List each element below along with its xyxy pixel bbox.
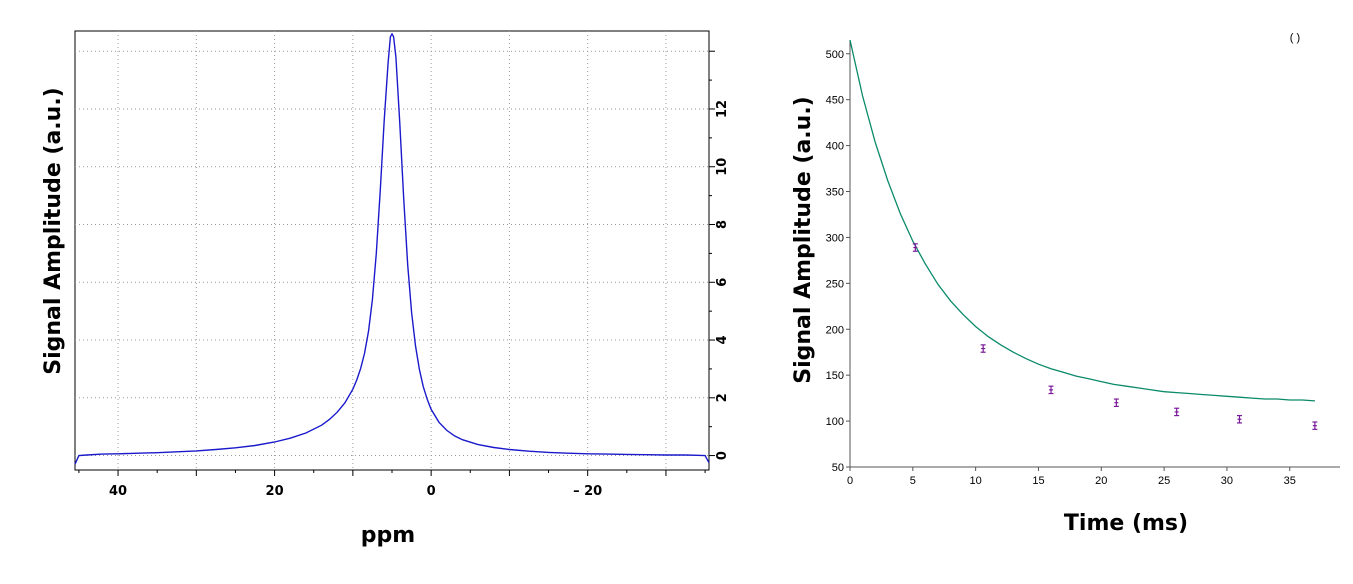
decay-x-tick-label: 15 — [1032, 475, 1044, 487]
decay-data-point — [1174, 407, 1180, 417]
spectrum-y-tick-label: 2 — [715, 393, 730, 402]
decay-x-tick-label: 20 — [1095, 475, 1107, 487]
decay-y-tick-label: 150 — [826, 370, 844, 382]
decay-data-point — [1312, 421, 1318, 430]
spectrum-y-tick-label: 4 — [715, 336, 730, 345]
spectrum-x-axis-title: ppm — [361, 523, 415, 548]
decay-x-tick-label: 5 — [910, 475, 916, 487]
spectrum-ticks: 40 20 0 – 20 0 2 4 6 8 10 12 — [78, 50, 730, 499]
decay-x-tick-label: 0 — [847, 475, 853, 487]
decay-x-axis-title: Time (ms) — [1064, 511, 1188, 536]
decay-fit-curve — [849, 39, 1315, 402]
decay-y-tick-label: 450 — [826, 95, 844, 107]
decay-data-point — [1048, 385, 1054, 395]
decay-x-tick-label: 25 — [1158, 475, 1170, 487]
decay-y-tick-label: 500 — [826, 49, 844, 61]
decay-data-point — [980, 344, 986, 353]
decay-data-point — [1113, 398, 1119, 407]
spectrum-plot-frame — [74, 30, 710, 471]
decay-ticks: 0 5 10 15 20 25 30 35 50 100 150 200 250 300 350 400 450… — [826, 49, 1296, 487]
spectrum-y-tick-label: 6 — [715, 278, 730, 287]
decay-data-points — [912, 243, 1318, 430]
decay-y-tick-label: 400 — [826, 141, 844, 153]
spectrum-x-tick-label: – 20 — [573, 484, 602, 499]
decay-data-point — [1236, 414, 1242, 424]
decay-data-point — [912, 243, 918, 252]
decay-x-tick-label: 35 — [1284, 475, 1296, 487]
spectrum-series-line — [74, 32, 710, 465]
decay-y-axis-title: Signal Amplitude (a.u.) — [791, 96, 816, 383]
spectrum-chart: 40 20 0 – 20 0 2 4 6 8 10 12 ppm Signal Amplitude … — [41, 30, 730, 548]
spectrum-y-axis-title: Signal Amplitude (a.u.) — [41, 87, 66, 374]
decay-y-tick-label: 250 — [826, 278, 844, 290]
spectrum-y-tick-label: 0 — [715, 451, 730, 460]
decay-x-tick-label: 10 — [970, 475, 982, 487]
decay-y-tick-label: 100 — [826, 416, 844, 428]
spectrum-x-tick-label: 20 — [266, 484, 284, 499]
decay-y-tick-label: 50 — [832, 462, 844, 474]
decay-y-tick-label: 200 — [826, 324, 844, 336]
decay-chart: 0 5 10 15 20 25 30 35 50 100 150 200 250 300 350 400 450… — [791, 32, 1340, 536]
decay-y-tick-label: 350 — [826, 187, 844, 199]
decay-corner-mark: ( ) — [1290, 32, 1300, 44]
decay-y-tick-label: 300 — [826, 232, 844, 244]
decay-x-tick-label: 30 — [1221, 475, 1233, 487]
spectrum-y-tick-label: 8 — [715, 220, 730, 229]
spectrum-x-tick-label: 0 — [427, 484, 436, 499]
spectrum-x-tick-label: 40 — [109, 484, 127, 499]
spectrum-y-tick-label: 10 — [715, 158, 730, 176]
spectrum-grid — [75, 31, 709, 470]
spectrum-y-tick-label: 12 — [715, 100, 730, 118]
